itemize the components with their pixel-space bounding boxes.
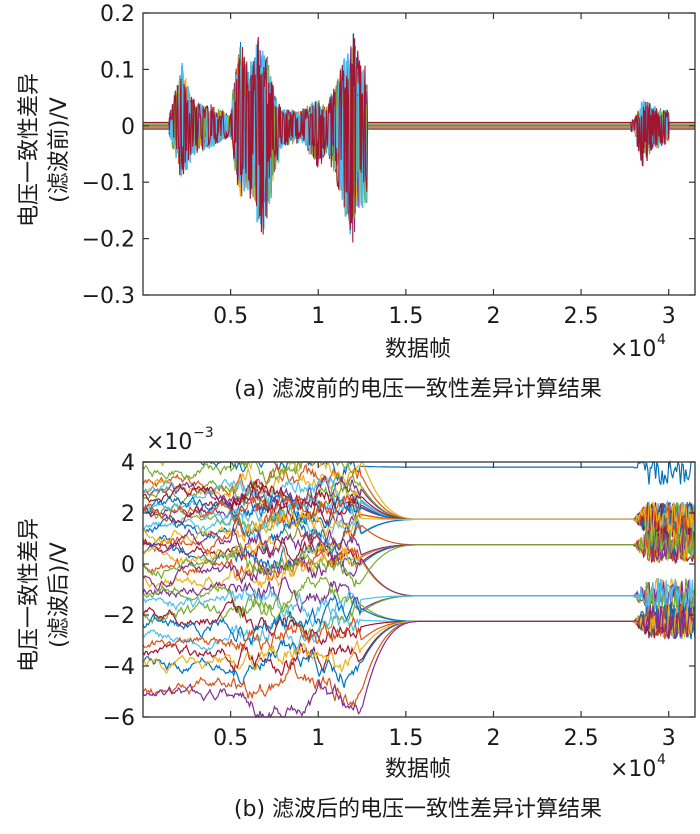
panel-b: ×10 −3 420−2−4−6 0.5 1 1.5 2 2.5 3 ×10 4 数据帧 … <box>17 425 696 822</box>
panel-b-xtick-label: 1 <box>311 726 325 751</box>
panel-b-ytick-label: 0 <box>121 553 135 578</box>
panel-a-axes-box <box>142 12 696 296</box>
panel-b-series-line <box>142 527 696 588</box>
panel-b-xtick-label: 1.5 <box>388 726 423 751</box>
panel-b-series-line <box>142 577 696 629</box>
panel-a-xlabel: 数据帧 <box>385 337 451 362</box>
panel-b-ytick-label: 4 <box>121 451 135 476</box>
panel-a-yticks: 0.2 0.1 0 −0.1 −0.2 −0.3 <box>82 2 695 309</box>
panel-a-xtick-label: 3 <box>662 304 676 329</box>
panel-a-ytick-label: 0.1 <box>100 58 135 83</box>
panel-a-xticks: 0.5 1 1.5 2 2.5 3 <box>213 13 676 329</box>
panel-b-x-multiplier-base: ×10 <box>610 757 656 782</box>
panel-a-series-line <box>143 47 695 223</box>
panel-b-series-line <box>142 575 696 614</box>
panel-b-x-multiplier-exp: 4 <box>657 752 666 768</box>
panel-a-xtick-label: 1 <box>311 304 325 329</box>
panel-a-ytick-label: 0.2 <box>100 2 135 27</box>
panel-a-x-multiplier-base: ×10 <box>610 337 656 362</box>
panel-b-series-line <box>142 604 696 653</box>
panel-a-xtick-label: 1.5 <box>388 304 423 329</box>
panel-a-xtick-label: 2 <box>486 304 500 329</box>
panel-b-ylabel: 电压一致性差异 <box>17 518 42 672</box>
panel-a-series-line <box>143 33 695 243</box>
panel-b-ytick-label: −4 <box>103 655 135 680</box>
panel-b-plot-area <box>142 460 696 719</box>
panel-b-series-line <box>142 593 696 646</box>
panel-b-axes-box <box>142 461 696 718</box>
panel-a-ytick-label: −0.2 <box>82 228 135 253</box>
panel-b-yticks: 4 2 0 −2 −4 −6 <box>103 451 695 731</box>
panel-b-ytick-label: 2 <box>121 502 135 527</box>
panel-a-xtick-label: 0.5 <box>213 304 248 329</box>
panel-b-ytick-label: −2 <box>103 604 135 629</box>
panel-a-xtick-label: 2.5 <box>564 304 599 329</box>
panel-b-caption: (b) 滤波后的电压一致性差异计算结果 <box>234 797 602 822</box>
panel-b-ylabel-line2: (滤波后)/V <box>47 542 72 648</box>
panel-a-caption: (a) 滤波前的电压一致性差异计算结果 <box>234 377 602 402</box>
panel-b-xtick-label: 2.5 <box>564 726 599 751</box>
panel-b-xlabel: 数据帧 <box>385 757 451 782</box>
panel-b-series-line <box>142 501 696 553</box>
panel-b-series-line <box>142 593 696 640</box>
panel-b-series-line <box>142 528 696 566</box>
panel-b-y-multiplier-base: ×10 <box>146 430 192 455</box>
panel-a-plot-area <box>143 33 695 243</box>
panel-a-ytick-label: −0.3 <box>82 284 135 309</box>
panel-b-series-line <box>142 501 696 548</box>
panel-b-xtick-label: 3 <box>662 726 676 751</box>
panel-b-y-multiplier-exp: −3 <box>193 425 214 441</box>
panel-b-series-line <box>142 605 696 719</box>
panel-b-xtick-label: 0.5 <box>213 726 248 751</box>
panel-b-ytick-label: −6 <box>103 706 135 731</box>
panel-a: 0.2 0.1 0 −0.1 −0.2 −0.3 0.5 1 1.5 2 2.5 3 ×10 4 数… <box>17 2 696 402</box>
panel-a-ylabel-line2: (滤波前)/V <box>47 97 72 203</box>
panel-a-ytick-label: −0.1 <box>82 171 135 196</box>
panel-a-ylabel: 电压一致性差异 <box>17 73 42 227</box>
panel-b-xticks: 0.5 1 1.5 2 2.5 3 <box>213 462 676 751</box>
panel-a-ytick-label: 0 <box>121 115 135 140</box>
panel-b-xtick-label: 2 <box>486 726 500 751</box>
panel-a-x-multiplier-exp: 4 <box>657 332 666 348</box>
